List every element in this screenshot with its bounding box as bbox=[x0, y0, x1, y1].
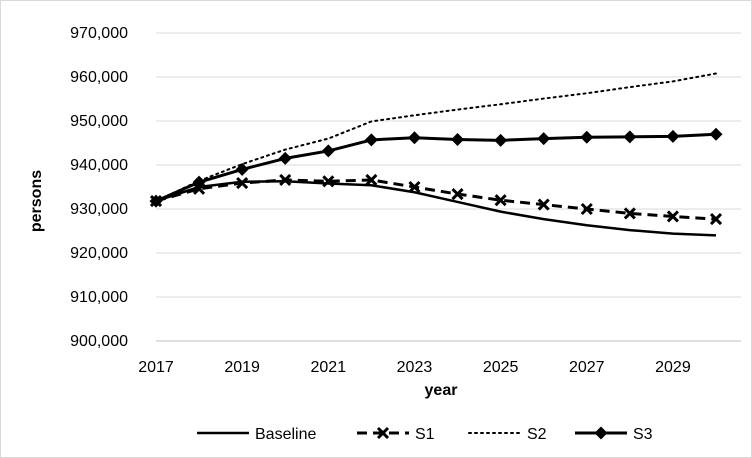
data-point-s3 bbox=[580, 130, 594, 144]
legend-item-s1: S1 bbox=[357, 426, 435, 443]
data-point-s3 bbox=[709, 127, 723, 141]
gridlines bbox=[156, 32, 741, 342]
data-point-s3 bbox=[192, 175, 206, 189]
data-point-s3 bbox=[149, 194, 163, 208]
data-point-s1 bbox=[451, 187, 464, 201]
x-axis-title: year bbox=[425, 382, 458, 399]
legend-label: S3 bbox=[633, 426, 653, 443]
data-point-s1 bbox=[494, 194, 507, 207]
legend-label: Baseline bbox=[255, 426, 316, 443]
x-tick-label: 2027 bbox=[569, 359, 605, 376]
data-point-s1 bbox=[623, 207, 636, 220]
series-line-baseline bbox=[155, 180, 717, 237]
x-tick-label: 2019 bbox=[224, 359, 260, 376]
series-line-s2 bbox=[155, 72, 717, 203]
x-tick-label: 2029 bbox=[655, 359, 691, 376]
data-point-s1 bbox=[666, 210, 679, 223]
x-tick-label: 2023 bbox=[397, 359, 433, 376]
y-tick-label: 900,000 bbox=[70, 333, 128, 350]
legend-item-s2: S2 bbox=[468, 426, 547, 443]
data-point-s3 bbox=[235, 162, 249, 176]
legend-item-s3: S3 bbox=[575, 426, 653, 443]
y-tick-label: 970,000 bbox=[70, 25, 128, 42]
data-point-s3 bbox=[666, 129, 680, 143]
data-point-s3 bbox=[321, 144, 335, 158]
data-point-s1 bbox=[580, 202, 593, 216]
series-line-s1 bbox=[155, 178, 717, 221]
data-point-s3 bbox=[407, 131, 421, 145]
x-tick-label: 2025 bbox=[483, 359, 519, 376]
legend-item-baseline: Baseline bbox=[197, 426, 316, 443]
data-point-s3 bbox=[364, 133, 378, 147]
data-point-s3 bbox=[494, 133, 508, 147]
data-point-s1 bbox=[322, 175, 335, 188]
x-axis-ticks: 2017 2019 2021 2023 2025 2027 2029 bbox=[138, 359, 691, 376]
y-tick-label: 930,000 bbox=[70, 201, 128, 218]
series-lines bbox=[149, 72, 723, 237]
data-point-s1 bbox=[193, 182, 206, 195]
y-tick-label: 920,000 bbox=[70, 245, 128, 262]
data-point-s1 bbox=[365, 173, 378, 187]
data-point-s3 bbox=[451, 132, 465, 146]
data-point-s1 bbox=[709, 213, 723, 226]
data-point-s3 bbox=[278, 151, 292, 165]
y-axis-ticks: 900,000 910,000 920,000 930,000 940,000 950,0… bbox=[70, 25, 128, 350]
y-tick-label: 940,000 bbox=[70, 157, 128, 174]
legend: Baseline S1 S2 S3 bbox=[197, 426, 653, 443]
data-point-s1 bbox=[408, 180, 421, 194]
data-point-s3 bbox=[537, 132, 551, 146]
y-axis-title: persons bbox=[28, 170, 45, 232]
y-tick-label: 910,000 bbox=[70, 289, 128, 306]
legend-marker bbox=[594, 426, 608, 440]
x-tick-label: 2021 bbox=[311, 359, 347, 376]
legend-label: S1 bbox=[415, 426, 435, 443]
data-point-s1 bbox=[537, 198, 550, 211]
series-line-s3 bbox=[155, 132, 717, 203]
data-point-s1 bbox=[236, 176, 249, 190]
legend-label: S2 bbox=[527, 426, 547, 443]
y-tick-label: 960,000 bbox=[70, 69, 128, 86]
y-tick-label: 950,000 bbox=[70, 113, 128, 130]
data-point-s1 bbox=[279, 173, 292, 187]
legend-marker bbox=[376, 426, 390, 440]
data-point-s3 bbox=[623, 130, 637, 144]
x-tick-label: 2017 bbox=[138, 359, 174, 376]
